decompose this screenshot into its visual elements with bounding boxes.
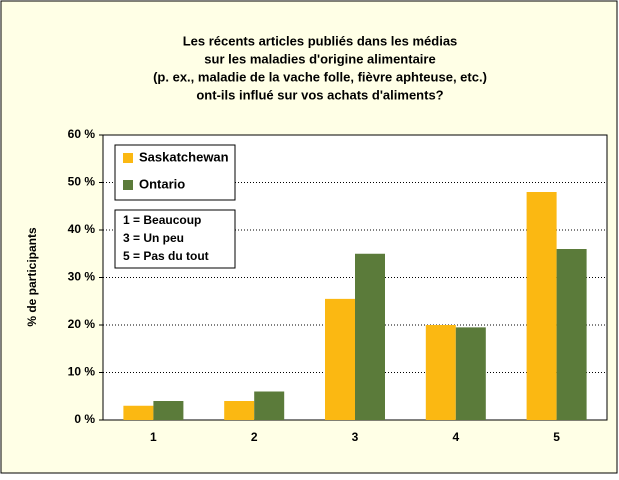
y-tick-label: 20 % [68, 317, 96, 331]
bar [153, 401, 184, 420]
x-tick-label: 5 [553, 430, 560, 444]
y-tick-label: 40 % [68, 222, 96, 236]
bar [254, 391, 285, 420]
chart-title: (p. ex., maladie de la vache folle, fièv… [153, 69, 487, 84]
y-tick-label: 50 % [68, 175, 96, 189]
bar [123, 405, 154, 420]
chart-title: sur les maladies d'origine alimentaire [204, 51, 435, 66]
bar [526, 192, 557, 420]
legend-label: Ontario [139, 176, 185, 191]
annotation: 1 = Beaucoup [123, 213, 201, 227]
chart-title: Les récents articles publiés dans les mé… [183, 33, 458, 48]
chart-title: ont-ils influé sur vos achats d'aliments… [196, 87, 443, 102]
x-tick-label: 3 [352, 430, 359, 444]
x-tick-label: 1 [150, 430, 157, 444]
annotation-box [114, 209, 236, 269]
legend-swatch [123, 153, 133, 163]
annotation: 3 = Un peu [123, 231, 184, 245]
y-tick-label: 0 % [74, 412, 95, 426]
legend-box [114, 144, 236, 201]
legend-swatch [123, 180, 133, 190]
annotation: 5 = Pas du tout [123, 249, 209, 263]
y-tick-label: 30 % [68, 270, 96, 284]
bar [455, 327, 486, 420]
bar [224, 401, 255, 420]
y-axis-label: % de participants [25, 227, 39, 327]
bar [556, 249, 587, 420]
x-tick-label: 2 [251, 430, 258, 444]
x-tick-label: 4 [452, 430, 459, 444]
legend-label: Saskatchewan [139, 149, 229, 164]
y-tick-label: 60 % [68, 127, 96, 141]
bar [325, 298, 355, 420]
bar [425, 325, 456, 420]
bar [355, 253, 385, 420]
y-tick-label: 10 % [68, 365, 96, 379]
